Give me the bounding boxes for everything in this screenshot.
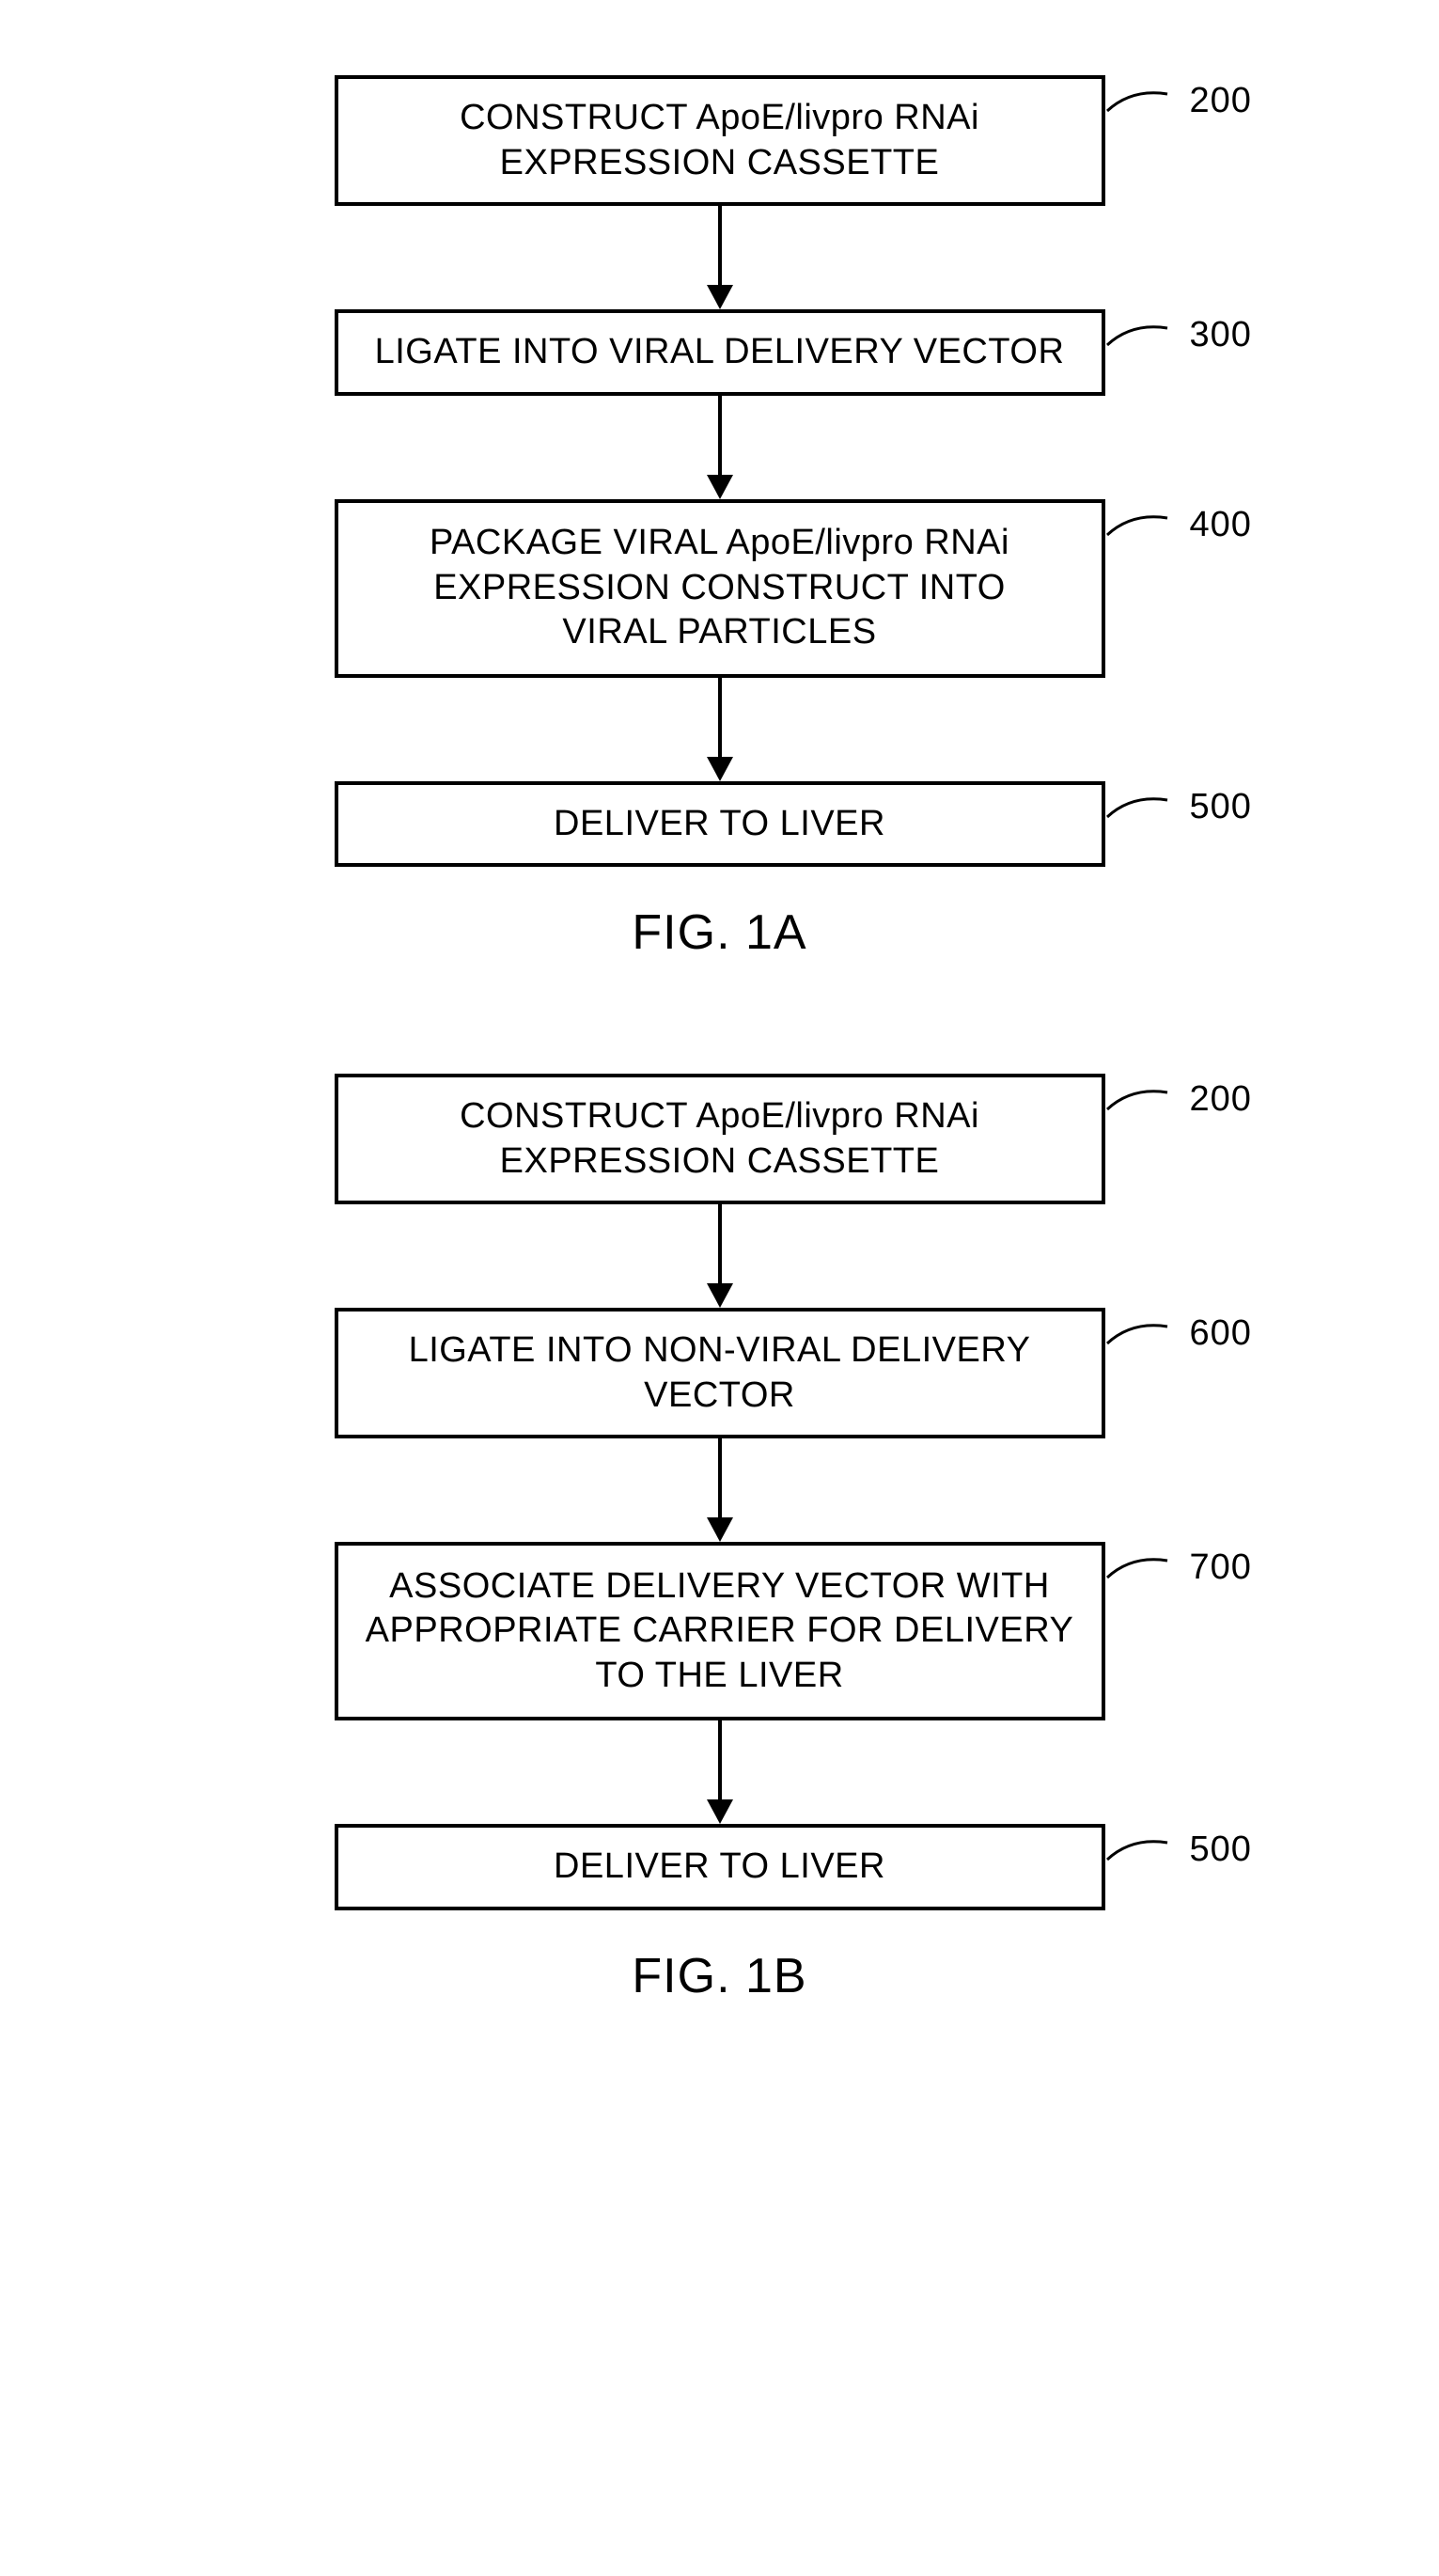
box-text-line: PACKAGE VIRAL ApoE/livpro RNAi <box>430 521 1009 566</box>
flowchart-row: ASSOCIATE DELIVERY VECTOR WITHAPPROPRIAT… <box>56 1542 1383 1720</box>
box-text-line: VIRAL PARTICLES <box>562 610 876 655</box>
reference-leader <box>1105 789 1171 826</box>
figure-caption: FIG. 1B <box>632 1948 806 2004</box>
reference-leader <box>1105 1315 1171 1353</box>
reference-number: 200 <box>1190 81 1252 121</box>
reference-number: 700 <box>1190 1547 1252 1588</box>
box-text-line: CONSTRUCT ApoE/livpro RNAi <box>460 96 979 141</box>
reference-leader <box>1105 1081 1171 1119</box>
flowchart-box: PACKAGE VIRAL ApoE/livpro RNAiEXPRESSION… <box>335 499 1105 678</box>
flow-arrow <box>703 1204 737 1308</box>
flowchart-box: CONSTRUCT ApoE/livpro RNAiEXPRESSION CAS… <box>335 1074 1105 1204</box>
box-text-line: DELIVER TO LIVER <box>554 1845 885 1890</box>
flowchart-box: DELIVER TO LIVER <box>335 1824 1105 1910</box>
figure-caption: FIG. 1A <box>632 904 806 961</box>
box-text-line: VECTOR <box>644 1374 795 1419</box>
reference-number: 500 <box>1190 1830 1252 1870</box>
reference-leader <box>1105 317 1171 354</box>
flowchart-row: CONSTRUCT ApoE/livpro RNAiEXPRESSION CAS… <box>56 1074 1383 1204</box>
flowchart: CONSTRUCT ApoE/livpro RNAiEXPRESSION CAS… <box>56 75 1383 961</box>
flowchart-row: PACKAGE VIRAL ApoE/livpro RNAiEXPRESSION… <box>56 499 1383 678</box>
reference-leader <box>1105 507 1171 544</box>
flowchart-box: DELIVER TO LIVER <box>335 781 1105 868</box>
flowchart-row: DELIVER TO LIVER 500 <box>56 781 1383 868</box>
reference-leader <box>1105 1831 1171 1869</box>
flow-arrow <box>703 1438 737 1542</box>
box-text-line: DELIVER TO LIVER <box>554 802 885 847</box>
box-text-line: EXPRESSION CASSETTE <box>500 1139 940 1185</box>
flowchart: CONSTRUCT ApoE/livpro RNAiEXPRESSION CAS… <box>56 1074 1383 2004</box>
flow-arrow <box>703 206 737 309</box>
reference-number: 300 <box>1190 315 1252 355</box>
box-text-line: TO THE LIVER <box>595 1654 843 1699</box>
flow-arrow <box>703 1720 737 1824</box>
flowchart-box: LIGATE INTO NON-VIRAL DELIVERYVECTOR <box>335 1308 1105 1438</box>
box-text-line: EXPRESSION CASSETTE <box>500 141 940 186</box>
flowchart-row: LIGATE INTO NON-VIRAL DELIVERYVECTOR 600 <box>56 1308 1383 1438</box>
reference-number: 500 <box>1190 787 1252 827</box>
box-text-line: LIGATE INTO NON-VIRAL DELIVERY <box>409 1328 1031 1374</box>
flowchart-row: DELIVER TO LIVER 500 <box>56 1824 1383 1910</box>
flow-arrow <box>703 678 737 781</box>
flowchart-row: LIGATE INTO VIRAL DELIVERY VECTOR 300 <box>56 309 1383 396</box>
box-text-line: EXPRESSION CONSTRUCT INTO <box>433 566 1006 611</box>
flowchart-row: CONSTRUCT ApoE/livpro RNAiEXPRESSION CAS… <box>56 75 1383 206</box>
reference-number: 200 <box>1190 1079 1252 1120</box>
box-text-line: CONSTRUCT ApoE/livpro RNAi <box>460 1094 979 1139</box>
reference-number: 400 <box>1190 505 1252 545</box>
flowchart-box: ASSOCIATE DELIVERY VECTOR WITHAPPROPRIAT… <box>335 1542 1105 1720</box>
reference-leader <box>1105 1549 1171 1587</box>
box-text-line: APPROPRIATE CARRIER FOR DELIVERY <box>366 1609 1074 1654</box>
reference-leader <box>1105 83 1171 120</box>
flow-arrow <box>703 396 737 499</box>
reference-number: 600 <box>1190 1313 1252 1354</box>
box-text-line: ASSOCIATE DELIVERY VECTOR WITH <box>389 1564 1050 1610</box>
flowchart-box: CONSTRUCT ApoE/livpro RNAiEXPRESSION CAS… <box>335 75 1105 206</box>
flowchart-box: LIGATE INTO VIRAL DELIVERY VECTOR <box>335 309 1105 396</box>
box-text-line: LIGATE INTO VIRAL DELIVERY VECTOR <box>375 330 1065 375</box>
